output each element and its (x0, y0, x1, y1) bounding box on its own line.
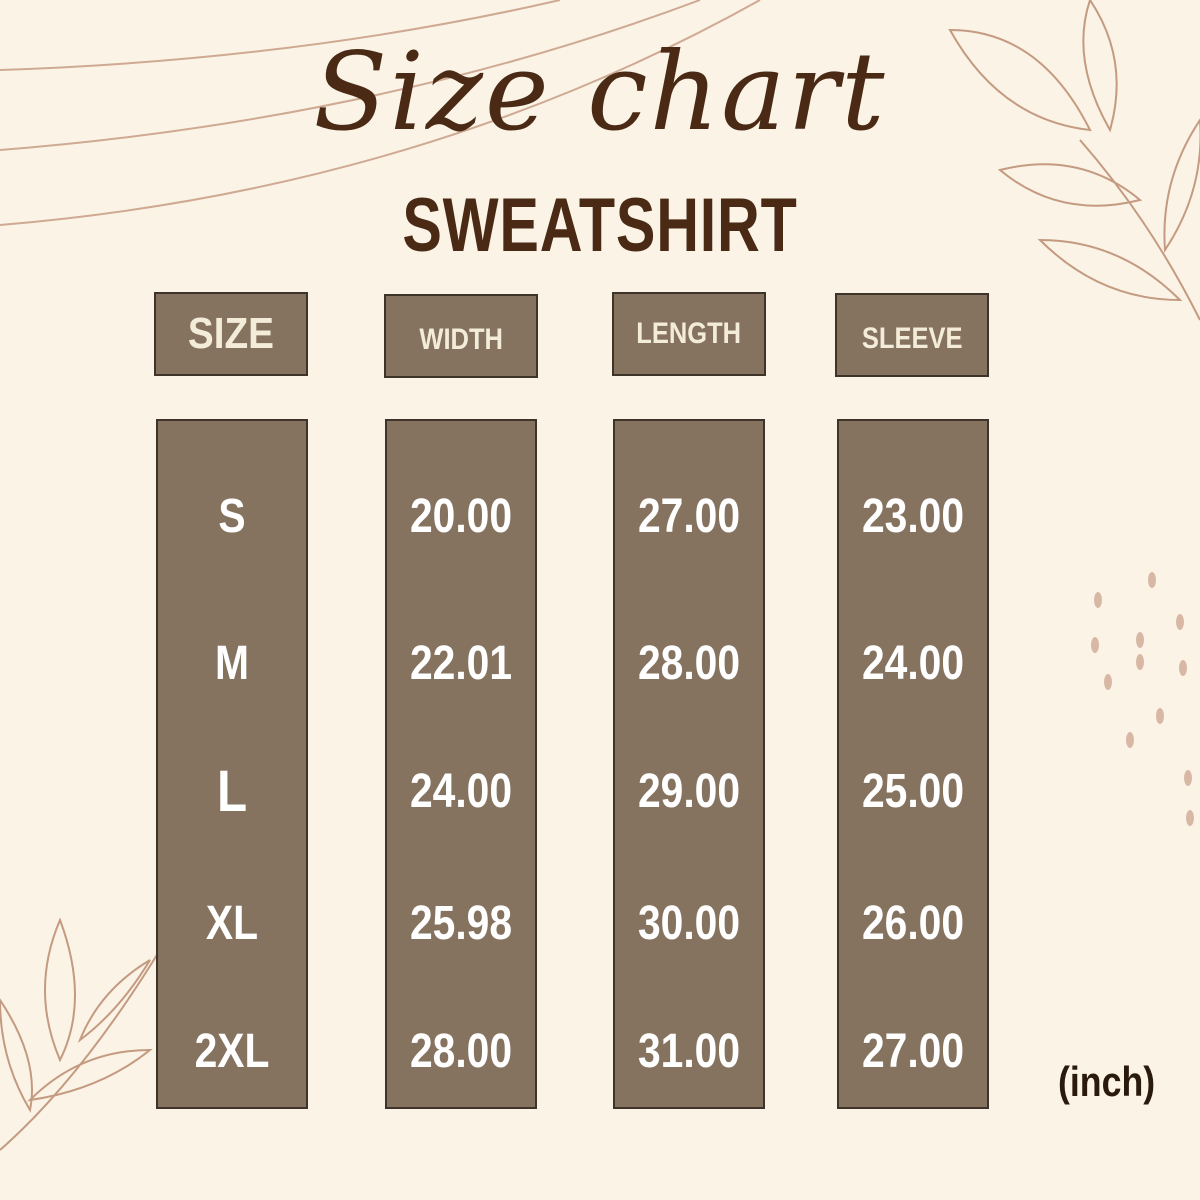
cell-size: S (218, 490, 246, 543)
cell-sleeve: 24.00 (861, 637, 965, 690)
cell-sleeve: 25.00 (861, 765, 965, 818)
header-label: SIZE (187, 309, 275, 358)
cell-sleeve: 27.00 (861, 1025, 965, 1078)
header-length: LENGTH (612, 292, 766, 376)
header-width: WIDTH (384, 294, 538, 378)
cell-width: 22.01 (409, 637, 513, 690)
cell-width: 24.00 (409, 765, 513, 818)
column-sleeve: 23.00 24.00 25.00 26.00 27.00 (837, 419, 989, 1109)
cell-length: 28.00 (637, 637, 741, 690)
cell-length: 31.00 (637, 1025, 741, 1078)
leaf-branch-icon (948, 0, 1200, 321)
cell-size: 2XL (194, 1025, 270, 1078)
leaf-branch-icon (0, 917, 161, 1151)
cell-width: 28.00 (409, 1025, 513, 1078)
cell-width: 20.00 (409, 490, 513, 543)
header-label: SLEEVE (861, 322, 963, 355)
header-label: WIDTH (419, 323, 503, 356)
page-title: Size chart (313, 30, 887, 155)
cell-size: M (215, 637, 249, 690)
header-size: SIZE (154, 292, 308, 376)
product-subtitle: SWEATSHIRT (402, 183, 798, 268)
column-length: 27.00 28.00 29.00 30.00 31.00 (613, 419, 765, 1109)
cell-size: XL (205, 897, 259, 950)
curve-line (0, 0, 701, 151)
unit-label: (inch) (1058, 1058, 1156, 1105)
dots-decoration (1091, 572, 1194, 826)
curve-line (0, 0, 761, 226)
header-sleeve: SLEEVE (835, 293, 989, 377)
cell-size: L (216, 759, 248, 824)
curve-line (0, 0, 561, 71)
column-width: 20.00 22.01 24.00 25.98 28.00 (385, 419, 537, 1109)
cell-sleeve: 23.00 (861, 490, 965, 543)
cell-sleeve: 26.00 (861, 897, 965, 950)
cell-length: 29.00 (637, 765, 741, 818)
column-size: S M L XL 2XL (156, 419, 308, 1109)
cell-length: 30.00 (637, 897, 741, 950)
cell-width: 25.98 (409, 897, 513, 950)
header-label: LENGTH (636, 317, 742, 350)
cell-length: 27.00 (637, 490, 741, 543)
